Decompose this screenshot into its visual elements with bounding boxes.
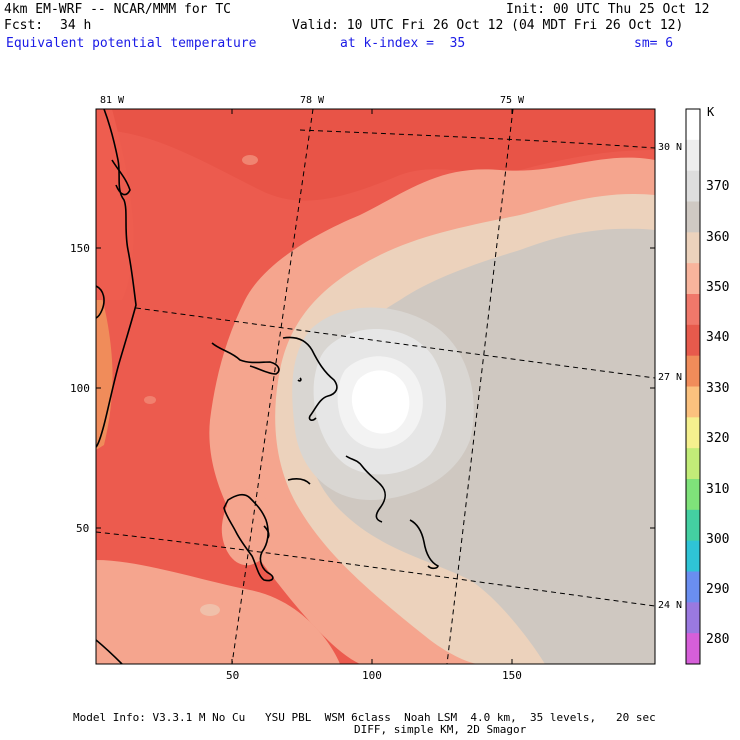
init-time: Init: 00 UTC Thu 25 Oct 12 — [506, 2, 710, 17]
colorbar-label-340: 340 — [706, 330, 730, 345]
colorbar-swatch — [686, 201, 700, 233]
colorbar-swatch — [686, 448, 700, 480]
colorbar-label-290: 290 — [706, 582, 730, 597]
colorbar-swatch — [686, 324, 700, 357]
colorbar-swatch — [686, 170, 700, 202]
lat-label-27n: 27 N — [658, 372, 682, 383]
colorbar-swatch — [686, 509, 700, 542]
model-title: 4km EM-WRF -- NCAR/MMM for TC — [4, 2, 231, 17]
smoothing-value: sm= 6 — [634, 36, 674, 51]
forecast-hours: 34 h — [60, 18, 92, 33]
colorbar-label-350: 350 — [706, 280, 730, 295]
colorbar-unit: K — [707, 105, 715, 119]
plot-frame — [95, 108, 656, 665]
model-info-diffusion: DIFF, simple KM, 2D Smagor — [354, 723, 527, 736]
colorbar — [685, 108, 701, 665]
y-tick-150: 150 — [70, 242, 90, 255]
lat-label-24n: 24 N — [658, 600, 682, 611]
valid-time: Valid: 10 UTC Fri 26 Oct 12 (04 MDT Fri … — [292, 18, 684, 33]
x-tick-150: 150 — [502, 669, 522, 682]
lat-label-30n: 30 N — [658, 142, 682, 153]
lon-label-81w: 81 W — [100, 95, 125, 106]
colorbar-swatch — [686, 355, 700, 387]
colorbar-swatch — [686, 540, 700, 572]
x-tick-50: 50 — [226, 669, 239, 682]
colorbar-label-360: 360 — [706, 230, 730, 245]
colorbar-label-300: 300 — [706, 532, 730, 547]
x-tick-100: 100 — [362, 669, 382, 682]
colorbar-swatch — [686, 232, 700, 264]
colorbar-label-320: 320 — [706, 431, 730, 446]
colorbar-swatch — [686, 571, 700, 603]
lon-label-78w: 78 W — [300, 95, 325, 106]
y-tick-100: 100 — [70, 382, 90, 395]
colorbar-label-330: 330 — [706, 381, 730, 396]
colorbar-frame — [685, 108, 701, 665]
field-name: Equivalent potential temperature — [6, 36, 257, 51]
y-tick-50: 50 — [76, 522, 89, 535]
colorbar-swatch — [686, 294, 700, 326]
graticule — [96, 109, 655, 664]
forecast-label: Fcst: — [4, 18, 44, 33]
colorbar-label-280: 280 — [706, 632, 730, 647]
colorbar-swatch — [686, 479, 700, 511]
colorbar-swatch — [686, 633, 700, 665]
coastlines — [96, 109, 439, 664]
colorbar-swatch — [686, 417, 700, 449]
colorbar-swatch — [686, 139, 700, 172]
model-info: Model Info: V3.3.1 M No Cu YSU PBL WSM 6… — [73, 711, 656, 724]
colorbar-label-370: 370 — [706, 179, 730, 194]
colorbar-swatch — [686, 602, 700, 634]
colorbar-label-310: 310 — [706, 482, 730, 497]
colorbar-swatch — [686, 109, 700, 141]
colorbar-swatch — [686, 386, 700, 418]
vertical-level: at k-index = 35 — [340, 36, 466, 51]
theta-e-field — [96, 109, 655, 664]
axis-ticks — [96, 109, 655, 664]
colorbar-swatch — [686, 263, 700, 295]
lon-label-75w: 75 W — [500, 95, 525, 106]
